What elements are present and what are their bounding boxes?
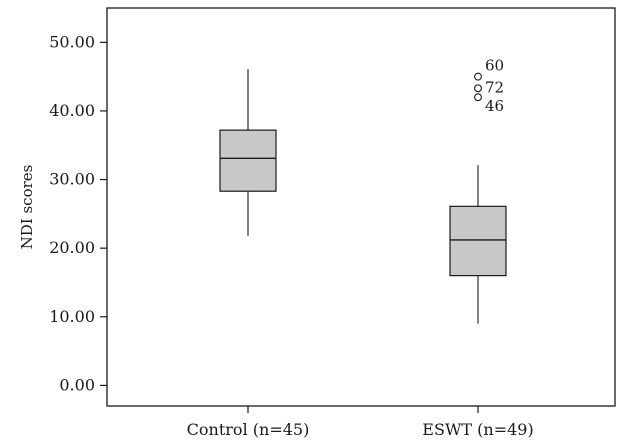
outlier-point [474, 84, 482, 93]
y-axis-title: NDI scores [18, 165, 36, 250]
iqr-box [449, 205, 507, 277]
x-axis: Control (n=45) ESWT (n=49) [187, 406, 534, 439]
outlier-point [474, 93, 482, 102]
y-tick-label: 10.00 [49, 307, 95, 326]
y-tick-label: 40.00 [49, 101, 95, 120]
y-tick-label: 30.00 [49, 170, 95, 189]
outlier-label: 60 [485, 57, 504, 75]
outlier-point [474, 72, 482, 81]
y-tick-label: 50.00 [49, 32, 95, 51]
iqr-box [219, 129, 277, 192]
y-axis: 0.00 10.00 20.00 30.00 40.00 50.00 [49, 32, 107, 394]
outlier-label: 72 [485, 78, 504, 96]
outlier-label: 46 [485, 97, 504, 115]
plot-frame [106, 7, 616, 407]
x-category-label: Control (n=45) [187, 420, 310, 439]
box-group [219, 69, 277, 236]
y-tick-label: 0.00 [59, 375, 95, 394]
y-tick-label: 20.00 [49, 238, 95, 257]
x-category-label: ESWT (n=49) [422, 420, 533, 439]
